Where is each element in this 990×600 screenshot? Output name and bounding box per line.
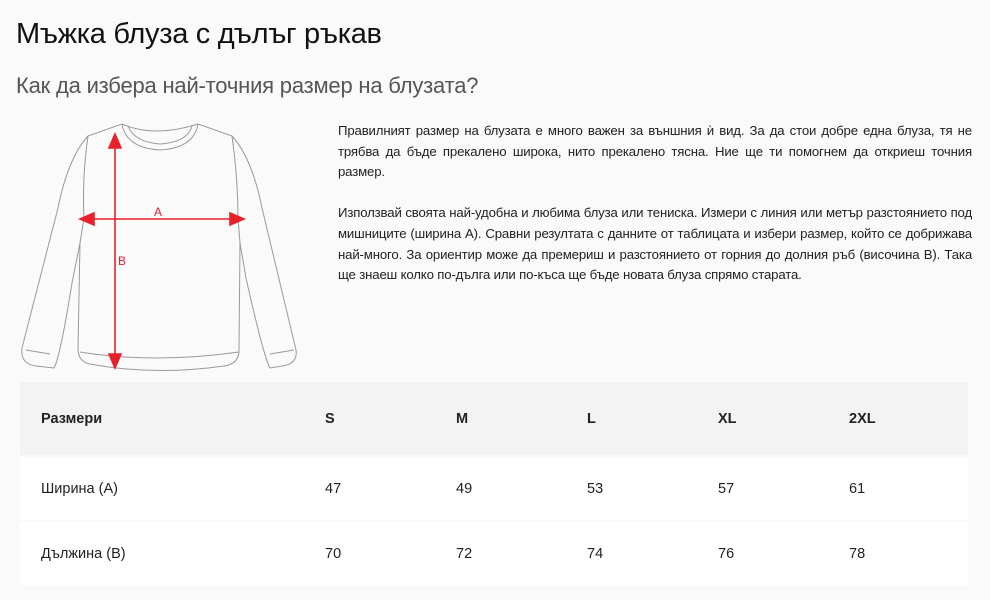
table-cell: 76 <box>718 545 735 562</box>
table-row-length: Дължина (В) 70 72 74 76 78 <box>20 522 968 585</box>
header-size-xl: XL <box>718 410 737 427</box>
table-cell: 57 <box>718 480 735 497</box>
description-paragraph: Правилният размер на блузата е много важ… <box>338 123 972 180</box>
label-b: B <box>118 254 126 268</box>
table-cell: 53 <box>587 480 604 497</box>
table-row-width: Ширина (А) 47 49 53 57 61 <box>20 457 968 520</box>
table-cell: 78 <box>849 545 866 562</box>
row-label: Дължина (В) <box>41 545 126 562</box>
table-cell: 47 <box>325 480 342 497</box>
label-a: A <box>154 205 162 219</box>
header-size-l: L <box>587 410 596 427</box>
header-size-m: M <box>456 410 469 427</box>
table-cell: 49 <box>456 480 473 497</box>
table-cell: 61 <box>849 480 866 497</box>
table-cell: 72 <box>456 545 473 562</box>
description-paragraph: Използвай своята най-удобна и любима блу… <box>338 205 972 283</box>
table-header-row: Размери S M L XL 2XL <box>20 382 968 455</box>
table-cell: 70 <box>325 545 342 562</box>
header-sizes: Размери <box>41 410 103 427</box>
page-title: Мъжка блуза с дълъг ръкав <box>16 18 382 50</box>
table-cell: 74 <box>587 545 604 562</box>
size-chart-table: Размери S M L XL 2XL Ширина (А) 47 49 53… <box>20 380 968 587</box>
shirt-measurement-illustration: A B <box>21 123 297 372</box>
page-subtitle: Как да избера най-точния размер на блуза… <box>16 73 479 98</box>
header-size-s: S <box>325 410 335 427</box>
size-description: Правилният размер на блузата е много важ… <box>338 121 972 306</box>
row-label: Ширина (А) <box>41 480 118 497</box>
shirt-outline <box>21 123 297 372</box>
header-size-2xl: 2XL <box>849 410 876 427</box>
